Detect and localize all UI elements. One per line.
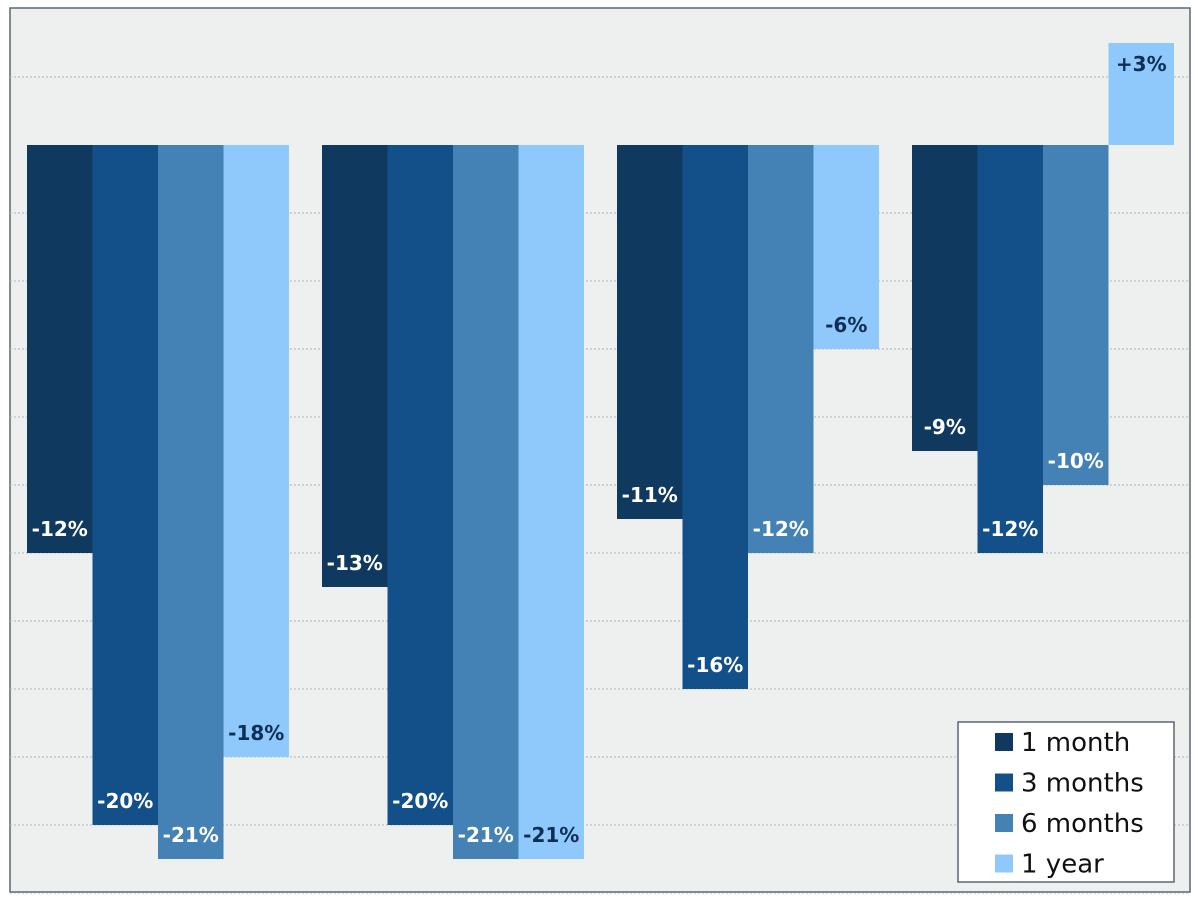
bar-1-year-group-1 (223, 145, 289, 757)
data-label: -18% (228, 721, 284, 745)
data-label: -21% (458, 823, 514, 847)
bar-3-months-group-3 (682, 145, 748, 689)
legend-label-1-year: 1 year (1021, 850, 1104, 880)
bar-1-year-group-3 (813, 145, 879, 349)
legend-swatch-3-months (995, 773, 1013, 792)
legend-label-3-months: 3 months (1021, 769, 1144, 799)
bar-1-month-group-4 (912, 145, 978, 451)
legend-box (957, 721, 1175, 883)
legend: 1 month 3 months 6 months 1 year (957, 721, 1175, 883)
bar-1-year-group-4 (1108, 43, 1174, 145)
bar-1-month-group-2 (322, 145, 388, 587)
legend-label-6-months: 6 months (1021, 809, 1144, 839)
bar-3-months-group-1 (92, 145, 158, 825)
bar-1-month-group-3 (617, 145, 683, 519)
legend-swatch-6-months (995, 814, 1013, 832)
bar-6-months-group-4 (1043, 145, 1109, 485)
legend-swatch-1-year (995, 854, 1013, 873)
data-label: -11% (622, 483, 678, 507)
legend-swatch-1-month (995, 733, 1013, 751)
data-label: -9% (924, 415, 966, 439)
data-label: -21% (523, 823, 579, 847)
data-label: +3% (1116, 52, 1167, 76)
bar-6-months-group-2 (453, 145, 519, 859)
data-label: -10% (1048, 449, 1104, 473)
data-label: -12% (982, 517, 1038, 541)
data-label: -12% (753, 517, 809, 541)
data-label: -6% (825, 313, 867, 337)
data-label: -13% (327, 551, 383, 575)
data-label: -21% (163, 823, 219, 847)
bar-6-months-group-3 (748, 145, 814, 553)
data-label: -12% (32, 517, 88, 541)
bars (27, 43, 1174, 859)
legend-label-1-month: 1 month (1021, 728, 1130, 758)
bar-1-year-group-2 (518, 145, 584, 859)
data-label: -16% (687, 653, 743, 677)
bar-3-months-group-2 (387, 145, 453, 825)
bar-3-months-group-4 (977, 145, 1043, 553)
data-label: -20% (97, 789, 153, 813)
data-label: -20% (392, 789, 448, 813)
bar-6-months-group-1 (158, 145, 224, 859)
data-labels: -12%-13%-11%-9%-20% -20%-16%-12%-21% -21%-… (32, 52, 1167, 847)
bar-1-month-group-1 (27, 145, 93, 553)
